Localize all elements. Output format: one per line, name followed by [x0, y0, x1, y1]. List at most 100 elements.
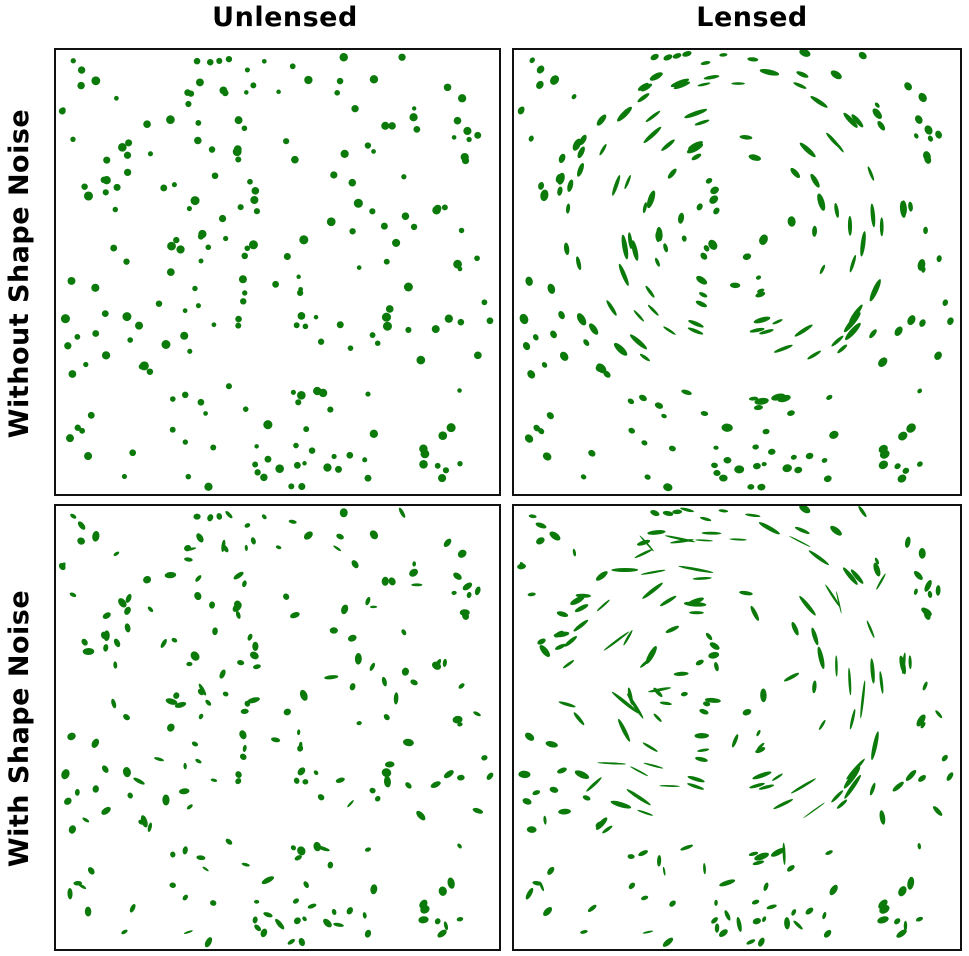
galaxy	[789, 536, 811, 547]
galaxy-field-lensed-without-noise	[517, 50, 954, 492]
galaxy	[329, 627, 338, 634]
galaxy	[458, 227, 465, 234]
galaxy	[113, 661, 118, 669]
galaxy	[873, 562, 881, 577]
galaxy	[364, 142, 372, 149]
galaxy	[101, 310, 109, 318]
galaxy	[326, 217, 336, 227]
galaxy	[443, 538, 452, 548]
galaxy	[793, 920, 803, 930]
galaxy	[905, 769, 917, 781]
galaxy	[170, 851, 176, 858]
galaxy	[244, 544, 248, 552]
galaxy	[195, 758, 202, 764]
galaxy	[699, 516, 712, 522]
galaxy	[299, 235, 309, 245]
galaxy	[409, 568, 419, 577]
galaxy	[218, 214, 227, 223]
galaxy	[831, 335, 844, 347]
galaxy	[242, 744, 247, 752]
galaxy	[700, 410, 709, 416]
galaxy	[908, 655, 912, 670]
galaxy	[667, 168, 677, 179]
galaxy	[118, 598, 127, 608]
galaxy	[103, 630, 110, 642]
galaxy	[182, 894, 189, 901]
galaxy	[288, 483, 295, 490]
galaxy	[283, 593, 290, 600]
galaxy	[240, 298, 247, 305]
galaxy	[382, 321, 392, 331]
galaxy	[542, 452, 552, 461]
galaxy	[927, 590, 933, 598]
galaxy	[124, 606, 131, 615]
galaxy	[336, 321, 344, 329]
galaxy	[143, 120, 151, 129]
galaxy	[673, 81, 691, 90]
galaxy	[713, 207, 720, 215]
galaxy	[942, 299, 949, 306]
galaxy	[829, 884, 838, 896]
galaxy	[894, 918, 901, 925]
galaxy	[643, 126, 662, 144]
galaxy	[77, 81, 85, 90]
galaxy	[941, 754, 948, 762]
galaxy	[198, 229, 207, 239]
galaxy	[166, 115, 175, 124]
galaxy	[91, 738, 100, 748]
galaxy	[113, 183, 121, 191]
galaxy	[365, 391, 371, 397]
galaxy	[612, 175, 621, 196]
panel-unlensed-with-noise	[54, 504, 501, 951]
galaxy	[235, 315, 242, 323]
galaxy	[457, 94, 467, 103]
galaxy	[180, 331, 189, 340]
galaxy	[356, 721, 362, 726]
galaxy	[641, 440, 648, 446]
galaxy	[574, 604, 589, 613]
galaxy	[205, 244, 212, 251]
galaxy	[364, 847, 372, 852]
galaxy	[705, 632, 713, 641]
galaxy	[242, 406, 249, 412]
galaxy	[793, 82, 807, 89]
galaxy	[829, 430, 839, 439]
galaxy	[183, 762, 187, 770]
galaxy	[302, 779, 309, 785]
galaxy	[626, 789, 651, 806]
galaxy	[799, 595, 816, 616]
galaxy	[570, 595, 585, 605]
galaxy	[843, 766, 861, 789]
panel-lensed-without-noise	[512, 48, 962, 496]
galaxy	[871, 731, 879, 761]
galaxy	[559, 351, 569, 361]
galaxy	[878, 444, 888, 454]
galaxy	[235, 611, 241, 619]
galaxy	[103, 644, 109, 652]
galaxy	[67, 887, 73, 900]
galaxy	[330, 171, 338, 179]
galaxy	[462, 582, 473, 591]
galaxy	[810, 96, 828, 108]
galaxy	[206, 58, 214, 66]
galaxy	[244, 245, 251, 252]
galaxy	[210, 778, 218, 782]
galaxy	[934, 351, 942, 360]
galaxy	[877, 916, 889, 924]
galaxy	[147, 822, 153, 832]
galaxy	[659, 701, 672, 706]
galaxy	[662, 937, 674, 947]
galaxy	[223, 235, 229, 242]
galaxy	[102, 176, 111, 185]
galaxy	[752, 918, 761, 925]
galaxy	[519, 313, 529, 325]
galaxy	[550, 330, 557, 339]
galaxy	[580, 930, 588, 934]
galaxy	[194, 136, 202, 145]
galaxy	[253, 208, 261, 215]
galaxy	[434, 918, 441, 925]
galaxy	[586, 777, 602, 792]
galaxy	[532, 334, 539, 341]
galaxy	[331, 453, 337, 460]
galaxy	[894, 463, 901, 470]
